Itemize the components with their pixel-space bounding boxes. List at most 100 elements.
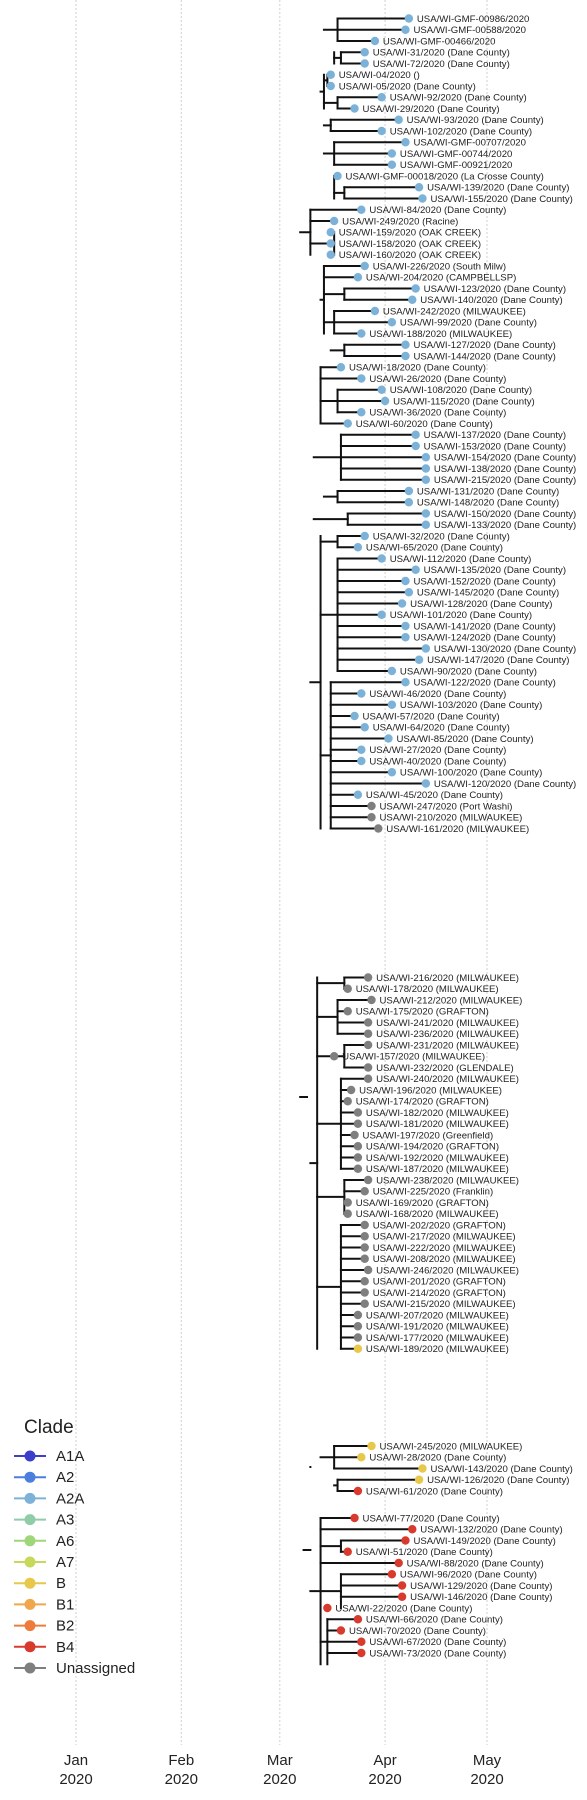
tip-point: [343, 419, 352, 428]
tip-label: USA/WI-236/2020 (MILWAUKEE): [376, 1029, 519, 1040]
tip-label: USA/WI-238/2020 (MILWAUKEE): [376, 1175, 519, 1186]
tip-label: USA/WI-135/2020 (Dane County): [424, 565, 566, 576]
tip-point: [357, 756, 366, 766]
tip-label: USA/WI-65/2020 (Dane County): [366, 543, 503, 554]
tip-label: USA/WI-GMF-00588/2020: [413, 25, 526, 36]
tip-label: USA/WI-05/2020 (Dane County): [339, 81, 476, 92]
tip-label: USA/WI-247/2020 (Port Washi): [380, 801, 513, 812]
x-tick-year-apr: 2020: [368, 1771, 401, 1788]
tip-point: [404, 486, 414, 496]
legend-swatch-b2: [24, 1620, 36, 1632]
tip-point: [387, 318, 397, 327]
tip-point: [357, 408, 366, 417]
tip-point: [414, 655, 424, 664]
tip-point: [353, 1153, 363, 1162]
tip-point: [363, 1018, 373, 1027]
tip-label: USA/WI-27/2020 (Dane County): [369, 745, 506, 756]
tip-label: USA/WI-138/2020 (Dane County): [434, 464, 576, 475]
tip-point: [421, 644, 431, 653]
legend-label-a2: A2: [56, 1469, 74, 1486]
tip-label: USA/WI-51/2020 (Dane County): [356, 1547, 493, 1558]
legend-label-a3: A3: [56, 1512, 74, 1529]
tip-point: [397, 599, 407, 608]
legend-label-a6: A6: [56, 1533, 74, 1550]
x-tick-month-jan: Jan: [64, 1752, 88, 1769]
tip-label: USA/WI-26/2020 (Dane County): [369, 374, 506, 385]
tip-label: USA/WI-143/2020 (Dane County): [430, 1464, 572, 1475]
tip-point: [401, 633, 410, 642]
tip-label: USA/WI-141/2020 (Dane County): [413, 621, 555, 632]
tip-point: [387, 700, 397, 709]
tip-label: USA/WI-146/2020 (Dane County): [410, 1592, 552, 1603]
tip-label: USA/WI-GMF-00707/2020: [413, 138, 526, 149]
tip-label: USA/WI-40/2020 (Dane County): [369, 756, 506, 767]
tip-point: [326, 70, 335, 79]
tip-label: USA/WI-64/2020 (Dane County): [373, 723, 510, 734]
tip-point: [387, 666, 397, 676]
tip-point: [326, 239, 335, 248]
tip-label: USA/WI-92/2020 (Dane County): [390, 93, 527, 104]
tip-point: [360, 1277, 369, 1286]
tip-label: USA/WI-131/2020 (Dane County): [417, 486, 559, 497]
tip-point: [414, 1475, 424, 1484]
tip-point: [333, 171, 342, 181]
tip-point: [353, 1322, 363, 1331]
tip-label: USA/WI-46/2020 (Dane County): [369, 689, 506, 700]
tip-point: [360, 59, 369, 68]
legend-swatch-a2a: [24, 1492, 36, 1504]
tip-point: [360, 1288, 369, 1297]
tip-point: [367, 813, 376, 822]
tip-point: [421, 453, 431, 462]
clade-legend: Clade A1A A2 A2A A3 A6 A7 B B1 B2 B4 Unassigned: [14, 1417, 135, 1677]
tip-point: [353, 1310, 363, 1320]
tip-point: [421, 509, 431, 518]
tip-label: USA/WI-60/2020 (Dane County): [356, 419, 493, 430]
tip-point: [353, 1333, 363, 1342]
tip-label: USA/WI-101/2020 (Dane County): [390, 610, 532, 621]
tip-label: USA/WI-88/2020 (Dane County): [407, 1558, 544, 1569]
x-tick-year-may: 2020: [470, 1771, 503, 1788]
tip-point: [357, 205, 366, 214]
tip-point: [421, 520, 431, 529]
tip-point: [363, 1040, 373, 1050]
tip-point: [360, 723, 369, 732]
legend-label-a1a: A1A: [56, 1448, 84, 1465]
tip-point: [360, 1232, 369, 1241]
tip-label: USA/WI-150/2020 (Dane County): [434, 509, 576, 520]
tip-label: USA/WI-169/2020 (GRAFTON): [356, 1198, 489, 1209]
tip-point: [353, 790, 363, 799]
x-axis: Jan 2020 Feb 2020 Mar 2020 Apr 2020 May 2020: [59, 1752, 503, 1788]
tip-point: [336, 363, 346, 372]
tip-point: [408, 295, 417, 304]
tip-label: USA/WI-124/2020 (Dane County): [413, 633, 555, 644]
tip-point: [343, 1209, 352, 1218]
tip-label: USA/WI-231/2020 (MILWAUKEE): [376, 1040, 519, 1051]
tip-point: [397, 1581, 407, 1590]
tip-label: USA/WI-168/2020 (MILWAUKEE): [356, 1209, 499, 1220]
tip-label: USA/WI-102/2020 (Dane County): [390, 126, 532, 137]
tip-point: [336, 1626, 346, 1635]
tip-point: [360, 1187, 369, 1196]
tip-point: [357, 689, 366, 698]
tip-label: USA/WI-45/2020 (Dane County): [366, 790, 503, 801]
tip-label: USA/WI-225/2020 (Franklin): [373, 1187, 494, 1198]
legend-title: Clade: [24, 1417, 74, 1438]
tip-label: USA/WI-103/2020 (Dane County): [400, 700, 542, 711]
tip-point: [377, 554, 386, 563]
tip-point: [387, 1570, 397, 1579]
tip-label: USA/WI-215/2020 (Dane County): [434, 475, 576, 486]
tip-point: [377, 610, 386, 619]
tip-point: [380, 396, 390, 406]
tip-point: [418, 194, 427, 203]
tip-label: USA/WI-32/2020 (Dane County): [373, 531, 510, 542]
tip-point: [353, 273, 363, 282]
legend-swatch-a1a: [24, 1450, 36, 1462]
tip-point: [411, 430, 420, 439]
tip-point: [360, 531, 369, 541]
tip-point: [360, 1299, 369, 1308]
tip-point: [343, 1547, 352, 1556]
tip-point: [404, 588, 414, 597]
tip-label: USA/WI-22/2020 (Dane County): [335, 1603, 472, 1614]
tip-label: USA/WI-175/2020 (GRAFTON): [356, 1007, 489, 1018]
tip-point: [387, 768, 397, 777]
